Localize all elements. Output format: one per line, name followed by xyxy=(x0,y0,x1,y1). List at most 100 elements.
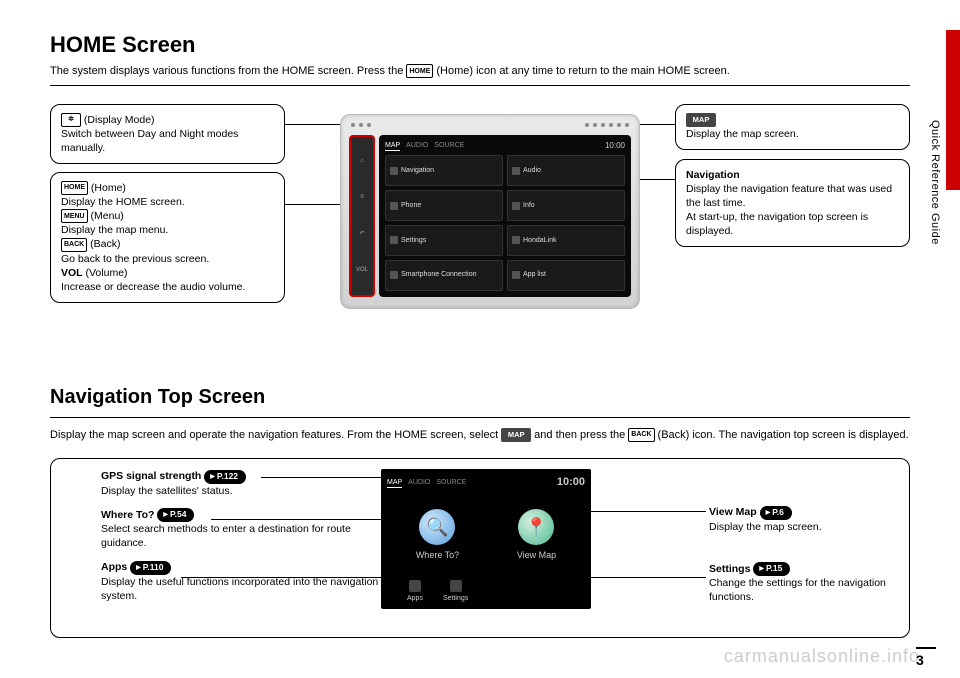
item-view: View Map P.6 Display the map screen. xyxy=(709,505,889,533)
tile-navigation: Navigation xyxy=(385,155,503,186)
nav-screen-mock: MAP AUDIO SOURCE 10:00 🔍 Where To? 📍 Vie… xyxy=(381,469,591,609)
tile-label: Phone xyxy=(401,201,421,210)
settings-title: Settings xyxy=(709,563,750,575)
view-map-label: View Map xyxy=(517,549,556,561)
tile-label: Audio xyxy=(523,166,541,175)
lead-view xyxy=(586,511,706,512)
device-screen: MAP AUDIO SOURCE 10:00 Navigation Audio … xyxy=(379,135,631,297)
page-number: 3 xyxy=(916,647,936,670)
where-text: Select search methods to enter a destina… xyxy=(101,523,351,549)
tab-audio: AUDIO xyxy=(406,141,428,152)
device-mock: ⌂ ≡ ↶ VOL MAP AUDIO SOURCE 10:00 xyxy=(340,114,640,309)
sub-text-1: The system displays various functions fr… xyxy=(50,64,403,79)
display-mode-label: (Display Mode) xyxy=(84,114,155,126)
callout-navigation: Navigation Display the navigation featur… xyxy=(675,159,910,248)
side-btn-back: ↶ xyxy=(351,230,373,238)
lead-apps xyxy=(181,577,386,578)
home-screen-diagram: ✲ (Display Mode) Switch between Day and … xyxy=(50,104,910,354)
device-top xyxy=(341,115,639,135)
section1-title: HOME Screen xyxy=(50,30,910,60)
gps-ref: P.122 xyxy=(204,470,246,484)
tile-label: Smartphone Connection xyxy=(401,270,477,279)
device-side-buttons: ⌂ ≡ ↶ VOL xyxy=(349,135,375,297)
lead-1 xyxy=(285,124,345,125)
side-btn-menu: ≡ xyxy=(351,193,373,201)
home-icon: HOME xyxy=(406,64,433,78)
nav-bottom-settings: Settings xyxy=(443,580,468,603)
watermark: carmanualsonline.info xyxy=(724,644,920,668)
menu-btn-icon: MENU xyxy=(61,209,88,223)
tile-smartphone: Smartphone Connection xyxy=(385,260,503,291)
gps-title: GPS signal strength xyxy=(101,470,201,482)
sub-text-2: (Home) icon at any time to return to the… xyxy=(436,64,729,79)
nb-label: Apps xyxy=(407,594,423,603)
tile-audio: Audio xyxy=(507,155,625,186)
tile-label: HondaLink xyxy=(523,236,556,245)
item-settings: Settings P.15 Change the settings for th… xyxy=(709,562,889,605)
tile-phone: Phone xyxy=(385,190,503,221)
callout-display-mode: ✲ (Display Mode) Switch between Day and … xyxy=(50,104,285,165)
tile-label: Info xyxy=(523,201,535,210)
view-title: View Map xyxy=(709,506,757,518)
nav-right-items: View Map P.6 Display the map screen. Set… xyxy=(709,505,889,614)
view-text: Display the map screen. xyxy=(709,521,822,533)
nav-top-diagram: GPS signal strength P.122 Display the sa… xyxy=(50,458,910,638)
lead-where xyxy=(211,519,386,520)
vol-label: (Volume) xyxy=(86,267,128,279)
sub2-text-2: and then press the xyxy=(534,428,625,443)
nav-left-items: GPS signal strength P.122 Display the sa… xyxy=(101,469,381,613)
view-map-icon: 📍 View Map xyxy=(517,509,556,561)
side-btn-home: ⌂ xyxy=(351,157,373,165)
vol-text: Increase or decrease the audio volume. xyxy=(61,281,245,293)
tile-label: Settings xyxy=(401,236,426,245)
lead-settings xyxy=(586,577,706,578)
nav-l1: Display the navigation feature that was … xyxy=(686,183,892,209)
item-gps: GPS signal strength P.122 Display the sa… xyxy=(101,469,381,497)
where-to-label: Where To? xyxy=(416,549,459,561)
tile-hondalink: HondaLink xyxy=(507,225,625,256)
lead-gps xyxy=(261,477,386,478)
home-btn-text: Display the HOME screen. xyxy=(61,196,185,208)
tile-label: Navigation xyxy=(401,166,434,175)
side-btn-vol: VOL xyxy=(351,266,373,274)
apps-text: Display the useful functions incorporate… xyxy=(101,576,378,602)
home-btn-icon: HOME xyxy=(61,181,88,195)
item-where: Where To? P.54 Select search methods to … xyxy=(101,508,381,551)
apps-ref: P.110 xyxy=(130,561,171,575)
callout-buttons: HOME (Home) Display the HOME screen. MEN… xyxy=(50,172,285,304)
pin-icon: 📍 xyxy=(518,509,554,545)
menu-btn-text: Display the map menu. xyxy=(61,224,168,236)
nb-label: Settings xyxy=(443,594,468,603)
where-title: Where To? xyxy=(101,509,154,521)
home-btn-label: (Home) xyxy=(91,182,126,194)
lead-2 xyxy=(285,204,345,205)
lead-4 xyxy=(635,179,675,180)
settings-ref: P.15 xyxy=(753,562,790,576)
map-text: Display the map screen. xyxy=(686,128,799,140)
map-icon-2: MAP xyxy=(501,428,531,442)
device-clock: 10:00 xyxy=(605,141,625,152)
back-icon-2: BACK xyxy=(628,428,654,442)
tile-applist: App list xyxy=(507,260,625,291)
section-tab xyxy=(946,30,960,190)
where-to-icon: 🔍 Where To? xyxy=(416,509,459,561)
back-btn-text: Go back to the previous screen. xyxy=(61,253,209,265)
where-ref: P.54 xyxy=(157,508,194,522)
gps-text: Display the satellites' status. xyxy=(101,485,233,497)
sub2-text-3: (Back) icon. The navigation top screen i… xyxy=(658,428,909,443)
nav-tab-audio: AUDIO xyxy=(408,478,430,488)
callout-map: MAP Display the map screen. xyxy=(675,104,910,150)
display-mode-icon: ✲ xyxy=(61,113,81,127)
rule-2 xyxy=(50,417,910,418)
item-apps: Apps P.110 Display the useful functions … xyxy=(101,560,381,603)
view-ref: P.6 xyxy=(760,506,792,520)
sub2-text-1: Display the map screen and operate the n… xyxy=(50,428,498,443)
apps-title: Apps xyxy=(101,561,127,573)
map-icon: MAP xyxy=(686,113,716,127)
tab-map: MAP xyxy=(385,141,400,152)
section1-subtitle: The system displays various functions fr… xyxy=(50,64,910,79)
settings-text: Change the settings for the navigation f… xyxy=(709,577,886,603)
tile-settings: Settings xyxy=(385,225,503,256)
side-label: Quick Reference Guide xyxy=(927,120,942,245)
back-btn-icon: BACK xyxy=(61,238,87,252)
